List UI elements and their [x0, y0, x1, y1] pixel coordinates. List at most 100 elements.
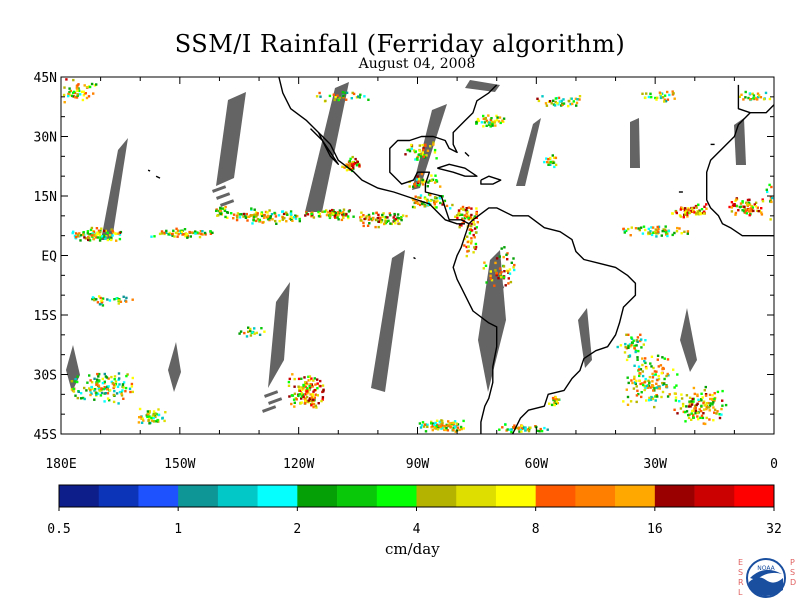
- rain-pixel: [529, 426, 532, 429]
- rain-pixel: [690, 207, 694, 210]
- rain-pixel: [360, 215, 363, 218]
- rain-pixel: [467, 216, 470, 220]
- rain-pixel: [646, 386, 650, 389]
- rain-pixel: [466, 240, 469, 244]
- rain-pixel: [100, 227, 103, 230]
- rain-pixel: [358, 164, 361, 167]
- rain-pixel: [741, 209, 744, 212]
- rain-pixel: [98, 303, 102, 306]
- rain-pixel: [471, 217, 474, 221]
- rain-pixel: [365, 215, 368, 218]
- rain-pixel: [658, 91, 662, 94]
- rain-pixel: [419, 194, 423, 197]
- rain-pixel: [688, 396, 692, 399]
- rain-pixel: [518, 430, 521, 433]
- rain-pixel: [429, 199, 432, 202]
- rain-pixel: [489, 274, 492, 277]
- rain-pixel: [640, 395, 643, 399]
- rain-pixel: [713, 397, 716, 401]
- rain-pixel: [120, 391, 123, 394]
- rain-pixel: [674, 396, 678, 399]
- rain-pixel: [476, 221, 479, 224]
- rain-pixel: [433, 206, 436, 209]
- rain-pixel: [562, 98, 565, 101]
- rain-pixel: [90, 386, 93, 389]
- rain-pixel: [69, 89, 72, 93]
- rain-pixel: [676, 412, 679, 415]
- rain-pixel: [243, 331, 246, 335]
- rain-pixel: [497, 120, 501, 123]
- rain-pixel: [622, 227, 625, 231]
- rain-pixel: [80, 90, 84, 93]
- rain-pixel: [422, 155, 425, 158]
- rain-pixel: [168, 231, 171, 235]
- no-data-swath: [680, 308, 697, 372]
- rain-pixel: [336, 216, 339, 219]
- rain-pixel: [342, 94, 345, 98]
- rain-pixel: [547, 163, 550, 166]
- rain-pixel: [78, 232, 81, 235]
- rain-pixel: [520, 430, 523, 433]
- rain-pixel: [483, 121, 487, 124]
- rain-pixel: [91, 235, 94, 238]
- rain-pixel: [708, 406, 711, 409]
- rain-pixel: [639, 226, 643, 229]
- rain-pixel: [160, 232, 164, 235]
- rain-pixel: [328, 216, 332, 220]
- rain-pixel: [435, 180, 439, 183]
- rain-pixel: [244, 214, 247, 217]
- rain-pixel: [98, 233, 102, 237]
- rain-pixel: [106, 385, 109, 388]
- rain-pixel: [75, 96, 79, 99]
- colorbar-cell: [138, 485, 179, 507]
- rain-pixel: [686, 215, 689, 218]
- rain-pixel: [110, 375, 113, 379]
- rain-pixel: [673, 386, 676, 389]
- rain-pixel: [708, 418, 711, 421]
- rain-pixel: [325, 213, 329, 217]
- rain-pixel: [651, 372, 654, 376]
- rain-pixel: [447, 420, 450, 423]
- rain-pixel: [156, 418, 159, 422]
- rain-pixel: [650, 226, 653, 229]
- rain-pixel: [93, 389, 96, 392]
- rain-pixel: [367, 213, 371, 217]
- rain-pixel: [705, 405, 708, 408]
- rain-pixel: [459, 425, 463, 429]
- rain-pixel: [656, 229, 659, 232]
- rain-pixel: [544, 102, 548, 105]
- rain-pixel: [103, 229, 106, 233]
- rain-pixel: [393, 219, 396, 222]
- rain-pixel: [567, 99, 570, 103]
- rain-pixel: [757, 209, 760, 213]
- rain-pixel: [108, 399, 111, 402]
- rain-pixel: [684, 211, 687, 214]
- rain-pixel: [644, 361, 647, 365]
- rain-pixel: [694, 204, 698, 208]
- rain-pixel: [429, 193, 432, 197]
- rain-pixel: [684, 213, 687, 216]
- rain-pixel: [180, 230, 184, 234]
- rain-pixel: [630, 379, 633, 382]
- rain-pixel: [441, 203, 444, 206]
- rain-pixel: [672, 92, 675, 95]
- rain-pixel: [288, 395, 291, 398]
- rain-pixel: [557, 398, 561, 401]
- rain-pixel: [106, 397, 110, 400]
- rain-pixel: [700, 392, 703, 395]
- colorbar-tick-label: 0.5: [47, 522, 70, 537]
- colorbar-cell: [694, 485, 735, 507]
- rain-pixel: [622, 400, 625, 403]
- rain-pixel: [380, 219, 384, 222]
- rain-pixel: [341, 214, 345, 218]
- rain-pixel: [637, 392, 640, 396]
- rain-pixel: [466, 250, 469, 253]
- rain-pixel: [554, 97, 558, 100]
- rain-pixel: [742, 209, 746, 213]
- rain-pixel: [475, 121, 478, 124]
- rain-pixel: [256, 212, 259, 215]
- rain-pixel: [757, 94, 761, 97]
- rain-pixel: [103, 372, 106, 376]
- rain-pixel: [716, 410, 719, 413]
- rain-pixel: [734, 211, 738, 215]
